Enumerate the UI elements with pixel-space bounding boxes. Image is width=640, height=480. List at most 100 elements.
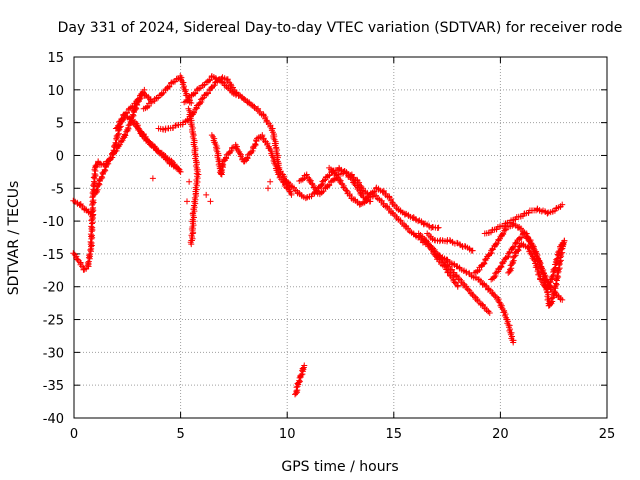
data-point: [190, 108, 197, 115]
data-point: [237, 150, 244, 157]
data-point: [379, 188, 386, 195]
grid: [74, 57, 607, 418]
data-point: [228, 147, 235, 154]
data-point: [559, 296, 566, 303]
x-axis-label: GPS time / hours: [281, 459, 398, 475]
data-point: [546, 282, 553, 289]
series-track-o: [415, 230, 461, 290]
series-track-g: [155, 74, 295, 198]
data-point: [552, 264, 559, 271]
data-point: [487, 250, 494, 257]
y-tick-label: 15: [47, 51, 64, 66]
data-point: [118, 116, 125, 123]
data-marks: [70, 72, 568, 398]
y-tick-label: -25: [43, 314, 64, 329]
data-point: [219, 160, 226, 167]
data-point: [555, 249, 562, 256]
series-track-m: [296, 168, 442, 232]
data-point: [136, 95, 143, 102]
data-point: [121, 131, 128, 138]
data-point: [86, 252, 93, 259]
chart-title: Day 331 of 2024, Sidereal Day-to-day VTE…: [58, 20, 623, 36]
data-point: [176, 168, 183, 175]
data-point: [128, 117, 135, 124]
data-point: [511, 243, 518, 250]
x-tick-label: 25: [599, 427, 616, 442]
data-point: [115, 142, 122, 149]
series-track-r: [432, 250, 517, 346]
y-tick-label: -15: [43, 248, 64, 263]
data-point: [486, 309, 493, 316]
y-tick-label: 0: [56, 149, 64, 164]
data-point: [553, 256, 560, 263]
y-tick-label: -20: [43, 281, 64, 296]
data-point: [265, 185, 272, 192]
data-point: [510, 257, 517, 264]
data-point: [515, 246, 522, 253]
data-point: [76, 201, 83, 208]
data-point: [188, 241, 195, 248]
data-point: [492, 241, 499, 248]
data-point: [70, 250, 77, 257]
series-track-d: [132, 118, 184, 175]
data-point: [454, 283, 461, 290]
data-point: [490, 273, 497, 280]
data-point: [450, 277, 457, 284]
data-point: [547, 299, 554, 306]
data-point: [103, 161, 110, 168]
data-point: [504, 254, 511, 261]
data-point: [125, 124, 132, 131]
y-tick-label: -40: [43, 412, 64, 427]
y-tick-label: -35: [43, 379, 64, 394]
data-point: [469, 247, 476, 254]
x-tick-label: 0: [70, 427, 78, 442]
data-point: [94, 186, 101, 193]
data-point: [510, 339, 517, 346]
series-track-c: [91, 89, 154, 198]
data-point: [93, 187, 100, 194]
y-tick-label: -5: [51, 182, 64, 197]
data-point: [207, 198, 214, 205]
series-track-v: [505, 237, 568, 293]
data-point: [556, 248, 563, 255]
series-track-h: [181, 72, 240, 106]
series-track-q: [422, 237, 493, 316]
data-point: [115, 122, 122, 129]
data-point: [141, 86, 148, 93]
data-point: [298, 372, 305, 379]
data-point: [113, 147, 120, 154]
data-point: [499, 230, 506, 237]
series-track-j: [208, 132, 291, 192]
series-track-f: [140, 72, 195, 112]
data-point: [267, 178, 274, 185]
data-point: [288, 191, 295, 198]
axis-ticks: 0 5 10 15 20 25 15 10 5 0 -5 -10 -15 -20 -25 -30 -35 -40: [43, 51, 616, 442]
data-point: [252, 140, 259, 147]
x-tick-label: 5: [176, 427, 184, 442]
data-point: [188, 99, 195, 106]
series-track-i: [185, 105, 202, 248]
data-point: [509, 244, 516, 251]
series-track-e: [112, 86, 148, 132]
data-point: [494, 240, 501, 247]
data-point: [192, 188, 199, 195]
data-point: [544, 210, 551, 217]
series-track-t: [481, 201, 566, 237]
data-point: [347, 172, 354, 179]
plot-frame: [73, 56, 608, 419]
data-point: [498, 263, 505, 270]
data-point: [454, 239, 461, 246]
data-point: [509, 258, 516, 265]
data-point: [481, 259, 488, 266]
data-point: [95, 180, 102, 187]
data-point: [435, 224, 442, 231]
data-point: [559, 201, 566, 208]
data-point: [183, 198, 190, 205]
data-point: [116, 141, 123, 148]
data-point: [98, 173, 105, 180]
data-point: [203, 191, 210, 198]
data-point: [356, 201, 363, 208]
y-axis-label: SDTVAR / TECUs: [6, 181, 22, 296]
y-tick-label: -30: [43, 346, 64, 361]
